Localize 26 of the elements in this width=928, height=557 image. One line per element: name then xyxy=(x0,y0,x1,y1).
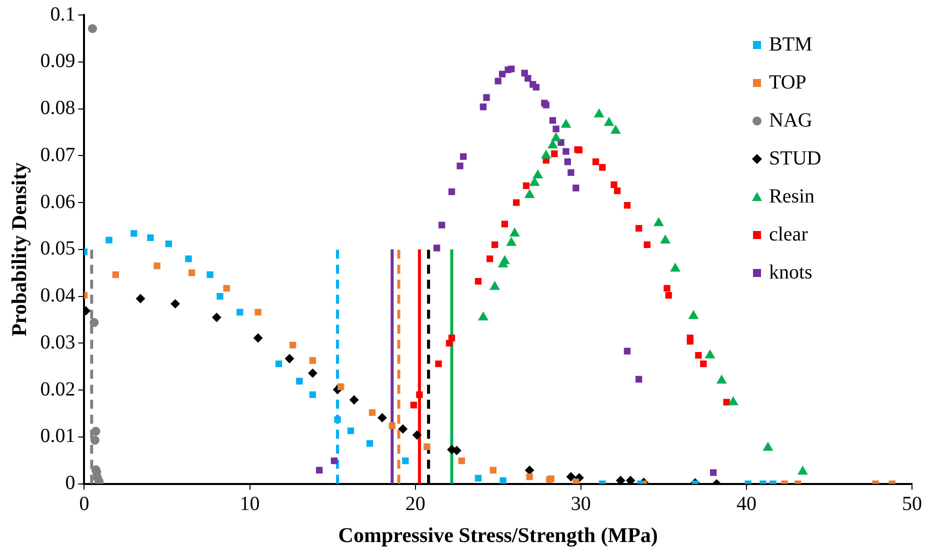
x-tick-label: 20 xyxy=(405,493,426,516)
legend-label: STUD xyxy=(769,147,822,170)
legend-label: BTM xyxy=(769,33,813,56)
y-tick-label: 0.09 xyxy=(40,50,76,72)
y-tick-label: 0.04 xyxy=(40,284,76,307)
y-tick-label: 0.08 xyxy=(40,97,76,120)
y-tick-label: 0.02 xyxy=(40,378,76,400)
y-tick-label: 0.06 xyxy=(40,190,76,213)
y-tick-label: 0.05 xyxy=(40,238,76,260)
y-tick-label: 0 xyxy=(65,472,76,494)
legend-label: TOP xyxy=(769,71,806,94)
y-tick-label: 0.07 xyxy=(40,144,76,166)
legend-label: NAG xyxy=(769,109,812,132)
legend-label: Resin xyxy=(769,185,815,208)
y-tick-label: 0.1 xyxy=(50,3,76,26)
y-tick-label: 0.03 xyxy=(40,331,76,354)
y-axis-title: Probability Density xyxy=(7,162,32,336)
y-tick-label: 0.01 xyxy=(40,425,76,448)
x-tick-label: 10 xyxy=(240,493,260,516)
x-tick-label: 40 xyxy=(736,493,756,516)
legend-label: clear xyxy=(769,223,808,246)
x-tick-label: 0 xyxy=(79,493,90,516)
x-tick-label: 50 xyxy=(902,493,922,516)
legend-label: knots xyxy=(769,261,813,284)
x-tick-label: 30 xyxy=(570,493,591,516)
x-axis-title: Compressive Stress/Strength (MPa) xyxy=(338,522,658,547)
